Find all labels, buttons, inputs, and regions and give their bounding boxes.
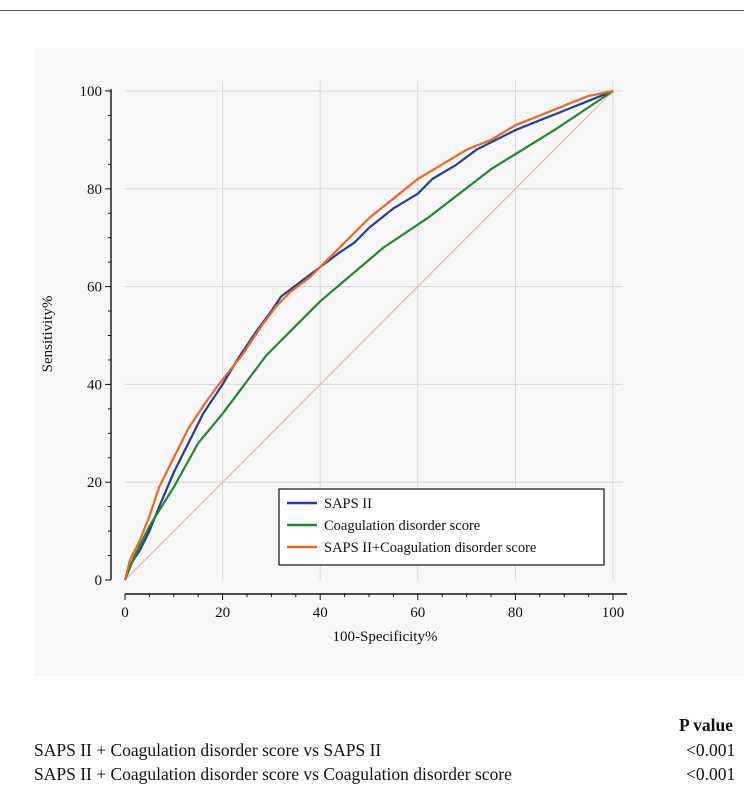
x-tick-label: 60 bbox=[410, 605, 425, 621]
x-tick-label: 20 bbox=[215, 605, 230, 621]
p-value-header: P value bbox=[679, 715, 733, 735]
axes: 0 20 40 60 80 100 0 20 40 60 80 100 bbox=[80, 84, 627, 621]
x-tick-label: 0 bbox=[121, 605, 129, 621]
top-rule bbox=[0, 10, 744, 11]
comparison-label: SAPS II + Coagulation disorder score vs … bbox=[34, 764, 512, 784]
legend-label-saps: SAPS II bbox=[324, 496, 372, 512]
comparison-label: SAPS II + Coagulation disorder score vs … bbox=[34, 740, 382, 760]
series-lines bbox=[123, 89, 614, 581]
series-line-coag bbox=[123, 90, 614, 581]
y-tick-label: 20 bbox=[87, 475, 102, 491]
x-axis-label: 100-Specificity% bbox=[333, 629, 438, 645]
p-value: <0.001 bbox=[686, 764, 736, 784]
legend-label-coag: Coagulation disorder score bbox=[324, 518, 480, 534]
x-tick-label: 80 bbox=[508, 605, 523, 621]
legend-box bbox=[278, 488, 605, 566]
series-line-combined bbox=[123, 89, 614, 581]
x-tick-label: 40 bbox=[313, 605, 328, 621]
y-tick-label: 40 bbox=[87, 377, 102, 393]
reference-diagonal-line bbox=[124, 90, 614, 581]
x-tick-label: 100 bbox=[602, 605, 625, 621]
y-tick-label: 100 bbox=[80, 84, 103, 100]
y-tick-label: 80 bbox=[87, 182, 102, 198]
grid bbox=[125, 81, 623, 580]
figure-panel: 0 20 40 60 80 100 0 20 40 60 80 100 100-Specificity… bbox=[34, 48, 744, 676]
roc-chart: 0 20 40 60 80 100 0 20 40 60 80 100 100-Specificity… bbox=[40, 81, 627, 645]
y-tick-label: 60 bbox=[87, 280, 102, 296]
table-row: SAPS II + Coagulation disorder score vs … bbox=[0, 764, 744, 786]
table-row: SAPS II + Coagulation disorder score vs … bbox=[0, 740, 744, 762]
legend-label-combined: SAPS II+Coagulation disorder score bbox=[324, 540, 536, 556]
legend: SAPS II Coagulation disorder score SAPS … bbox=[278, 488, 605, 566]
p-value: <0.001 bbox=[686, 740, 736, 760]
y-tick-label: 0 bbox=[95, 573, 103, 589]
y-axis-label: Sensitivity% bbox=[40, 296, 56, 373]
